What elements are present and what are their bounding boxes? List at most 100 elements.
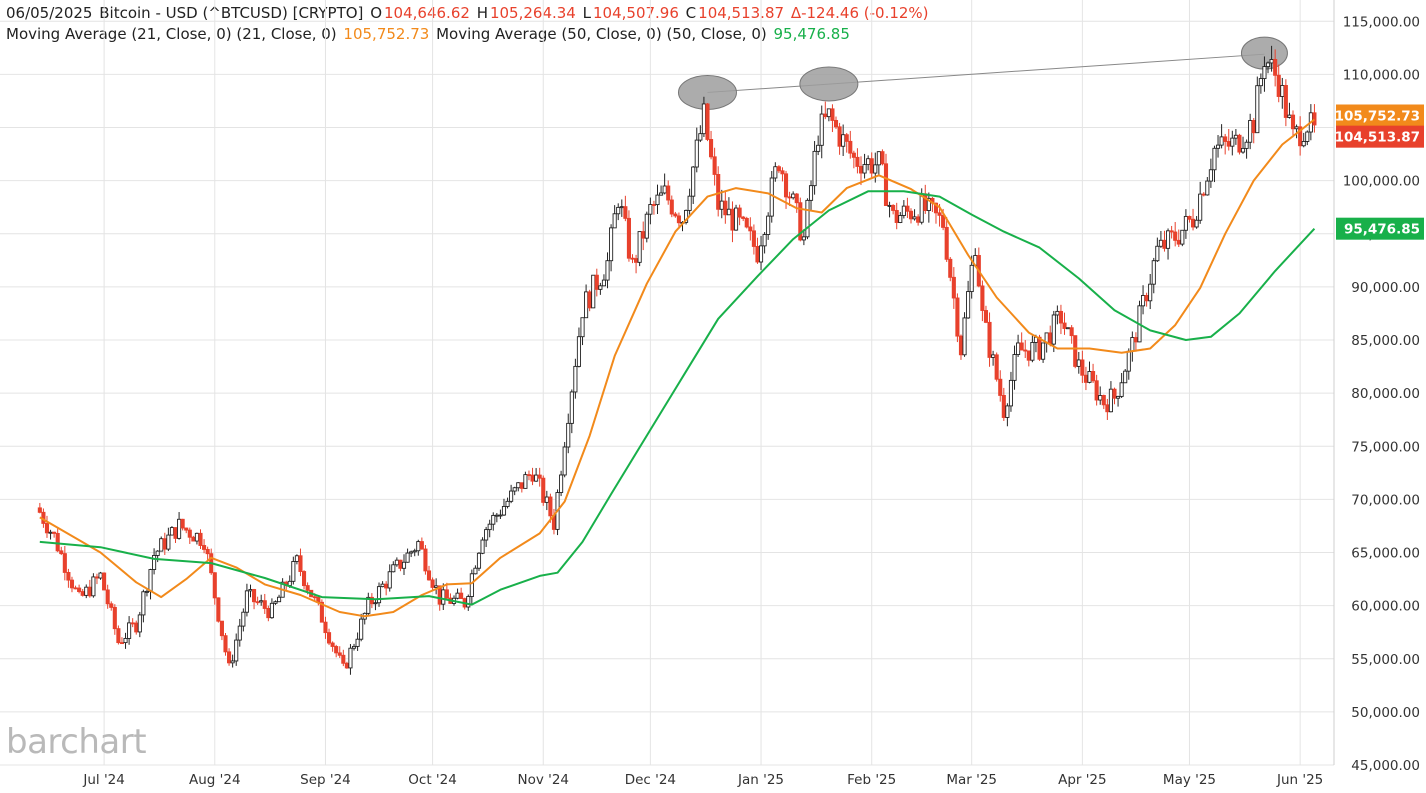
candle-body [1030,341,1035,361]
candle-body [1176,239,1181,245]
candle-body [380,583,385,588]
x-tick-label: Jul '24 [82,772,124,788]
candle-body [598,285,603,290]
candle-body [998,378,1003,396]
candle-body [901,205,906,216]
candle-body [227,651,232,664]
candle-body [294,555,299,562]
candle-body [419,541,424,550]
trendline [707,53,1265,93]
candle-body [298,555,303,572]
candle-body [1251,120,1256,134]
candle-body [387,571,392,589]
candle-body [180,518,185,529]
candle-body [1190,218,1196,228]
candle-body [523,474,528,489]
candle-body [1162,239,1167,249]
candle-body [184,527,189,531]
x-tick-label: Jun '25 [1276,772,1323,788]
ma50-label[interactable]: Moving Average (50, Close, 0) (50, Close… [436,25,767,43]
candle-body [212,572,217,599]
candle-body [623,206,628,219]
candle-body [1105,404,1110,413]
candle-body [444,589,449,599]
y-tick-label: 50,000.00 [1351,705,1420,721]
candle-body [737,207,742,218]
candle-body [494,514,499,517]
x-tick-label: Oct '24 [408,772,457,788]
candle-body [84,586,89,596]
candle-body [641,231,646,239]
candle-body [1037,336,1042,360]
candle-body [869,158,874,174]
candle-body [1151,260,1156,285]
candle-body [498,514,503,517]
candle-body [705,103,710,140]
candle-body [69,579,75,589]
candle-body [1069,327,1074,337]
candle-body [651,204,656,206]
candle-body [116,628,121,644]
candle-body [266,607,271,619]
candle-body [566,422,571,448]
candle-body [1051,314,1056,345]
candle-body [159,538,164,552]
y-tick-label: 70,000.00 [1351,492,1420,508]
candle-body [1155,245,1160,262]
y-tick-label: 75,000.00 [1351,439,1420,455]
candle-body [216,597,221,622]
candle-body [723,200,728,216]
candle-body [1008,379,1014,407]
candle-body [484,529,489,541]
candle-body [98,572,103,579]
candle-body [1215,144,1221,149]
candle-body [1262,66,1267,80]
candle-body [291,561,296,582]
candle-body [301,571,307,587]
candle-body [1123,370,1128,384]
candle-body [1233,134,1238,139]
candle-body [223,635,228,653]
candle-body [391,564,396,573]
candle-body [573,365,578,393]
candle-body [1287,114,1292,118]
candle-body [876,151,881,166]
candle-body [659,192,664,196]
candle-body [559,474,564,493]
candle-body [916,216,921,223]
ma21-label[interactable]: Moving Average (21, Close, 0) (21, Close… [6,25,337,43]
candle-body [77,587,82,593]
barchart-logo: barchart [6,722,147,762]
candle-body [59,550,64,555]
candle-body [587,291,592,309]
candle-body [455,592,460,599]
candle-body [487,523,492,531]
candle-body [1301,141,1306,147]
candle-body [791,193,796,199]
candle-body [162,538,167,550]
candle-body [87,586,92,597]
candle-body [826,108,831,118]
candle-body [1119,382,1124,397]
candle-body [537,474,542,479]
candle-body [312,596,317,599]
candle-body [980,285,985,311]
candle-body [1294,126,1299,130]
candle-body [1273,59,1278,76]
candle-body [548,496,553,517]
candle-body [526,474,532,477]
candle-body [255,601,260,604]
candle-body [326,632,332,644]
candle-body [762,234,767,247]
price-tag-label: 105,752.73 [1335,109,1420,125]
candle-body [512,487,517,492]
candle-body [1148,283,1153,302]
candle-body [787,196,792,199]
candle-body [509,490,514,502]
candle-body [1041,342,1046,360]
candle-body [466,596,471,608]
low-value: 104,507.96 [593,4,679,22]
candle-body [841,134,846,147]
candle-body [80,591,85,596]
